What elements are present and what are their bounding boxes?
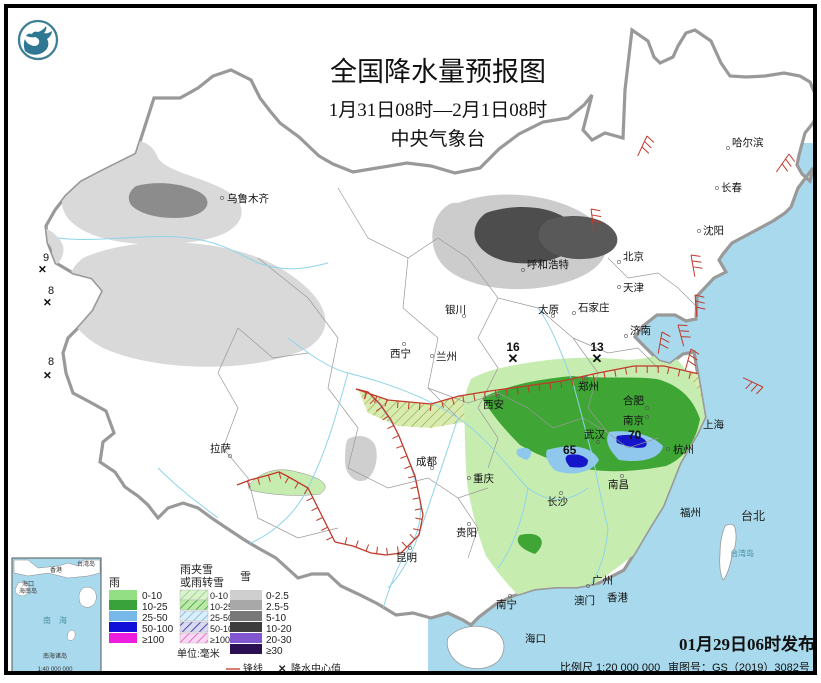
svg-text:雨: 雨 [109,577,120,589]
svg-text:25-50: 25-50 [210,613,233,623]
svg-text:西宁: 西宁 [390,347,411,360]
svg-text:海口: 海口 [525,632,546,645]
svg-text:01月29日06时发布: 01月29日06时发布 [679,634,815,654]
svg-text:石家庄: 石家庄 [578,301,610,314]
svg-text:郑州: 郑州 [578,380,599,393]
svg-text:南昌: 南昌 [608,478,629,491]
svg-text:成都: 成都 [416,456,437,468]
svg-text:65: 65 [563,443,577,457]
svg-text:澳门: 澳门 [574,594,595,607]
svg-text:0-10: 0-10 [142,591,162,602]
svg-text:北京: 北京 [623,250,644,263]
svg-text:50-100: 50-100 [142,624,174,635]
svg-text:5-10: 5-10 [266,613,286,624]
svg-text:✕: ✕ [508,351,519,366]
svg-text:中央气象台: 中央气象台 [390,128,485,150]
svg-text:单位:毫米: 单位:毫米 [177,647,220,660]
svg-text:哈尔滨: 哈尔滨 [732,136,764,149]
svg-text:南 海: 南 海 [43,615,67,625]
svg-text:≥30: ≥30 [266,646,283,657]
svg-text:济南: 济南 [630,324,651,337]
svg-text:雪: 雪 [240,570,251,583]
svg-text:合肥: 合肥 [623,394,644,407]
svg-text:武汉: 武汉 [584,428,605,441]
svg-text:10-20: 10-20 [266,624,292,635]
svg-text:雨夹雪: 雨夹雪 [180,563,213,576]
svg-text:✕: ✕ [43,297,52,309]
svg-text:广州: 广州 [592,575,613,587]
svg-text:西安: 西安 [483,398,504,411]
svg-text:上海: 上海 [703,418,724,431]
svg-text:≥100: ≥100 [142,635,165,646]
svg-text:南京: 南京 [623,414,644,427]
svg-text:1月31日08时—2月1日08时: 1月31日08时—2月1日08时 [329,99,548,121]
svg-text:香港: 香港 [607,592,628,604]
svg-text:审图号：GS（2019）3082号: 审图号：GS（2019）3082号 [668,660,810,674]
svg-text:昆明: 昆明 [396,552,417,564]
svg-text:台北: 台北 [741,508,765,523]
svg-text:重庆: 重庆 [473,472,494,485]
svg-text:✕: ✕ [38,264,47,276]
svg-text:拉萨: 拉萨 [210,442,231,455]
svg-text:1:40 000 000: 1:40 000 000 [37,667,73,673]
svg-text:10-25: 10-25 [142,602,168,613]
svg-text:天津: 天津 [623,282,644,294]
svg-text:比例尺 1:20 000 000: 比例尺 1:20 000 000 [560,660,660,674]
svg-text:兰州: 兰州 [436,350,457,363]
svg-text:呼和浩特: 呼和浩特 [527,259,569,271]
svg-text:✕: ✕ [278,664,286,675]
svg-text:10-25: 10-25 [210,602,233,612]
svg-text:0-10: 0-10 [210,591,228,601]
svg-text:✕: ✕ [592,351,603,366]
svg-text:0-2.5: 0-2.5 [266,591,289,602]
svg-text:70: 70 [628,428,642,442]
svg-text:杭州: 杭州 [673,443,694,456]
svg-text:9: 9 [43,252,49,264]
svg-text:福州: 福州 [680,506,701,519]
svg-text:香港: 香港 [50,566,62,574]
svg-text:≥100: ≥100 [210,635,230,645]
svg-text:25-50: 25-50 [142,613,168,624]
svg-text:降水中心值: 降水中心值 [291,662,341,675]
svg-text:沈阳: 沈阳 [703,224,724,237]
svg-text:南海诸岛: 南海诸岛 [43,652,67,660]
svg-text:20-30: 20-30 [266,635,292,646]
svg-text:南宁: 南宁 [496,598,517,611]
svg-text:贵阳: 贵阳 [456,526,477,539]
svg-text:太原: 太原 [538,303,559,316]
svg-text:海口: 海口 [22,580,34,588]
svg-text:长沙: 长沙 [547,496,568,508]
svg-text:锋线: 锋线 [243,662,263,675]
svg-text:海南岛: 海南岛 [19,587,37,595]
svg-text:全国降水量预报图: 全国降水量预报图 [330,57,546,87]
svg-text:或雨转雪: 或雨转雪 [180,575,224,589]
svg-text:台湾岛: 台湾岛 [77,560,95,568]
svg-text:8: 8 [48,285,54,297]
svg-text:台湾岛: 台湾岛 [730,548,754,558]
svg-text:8: 8 [48,356,54,368]
svg-text:银川: 银川 [445,303,466,316]
svg-text:✕: ✕ [43,370,52,382]
svg-text:2.5-5: 2.5-5 [266,602,289,613]
svg-text:乌鲁木齐: 乌鲁木齐 [227,192,269,205]
svg-text:长春: 长春 [721,182,742,194]
